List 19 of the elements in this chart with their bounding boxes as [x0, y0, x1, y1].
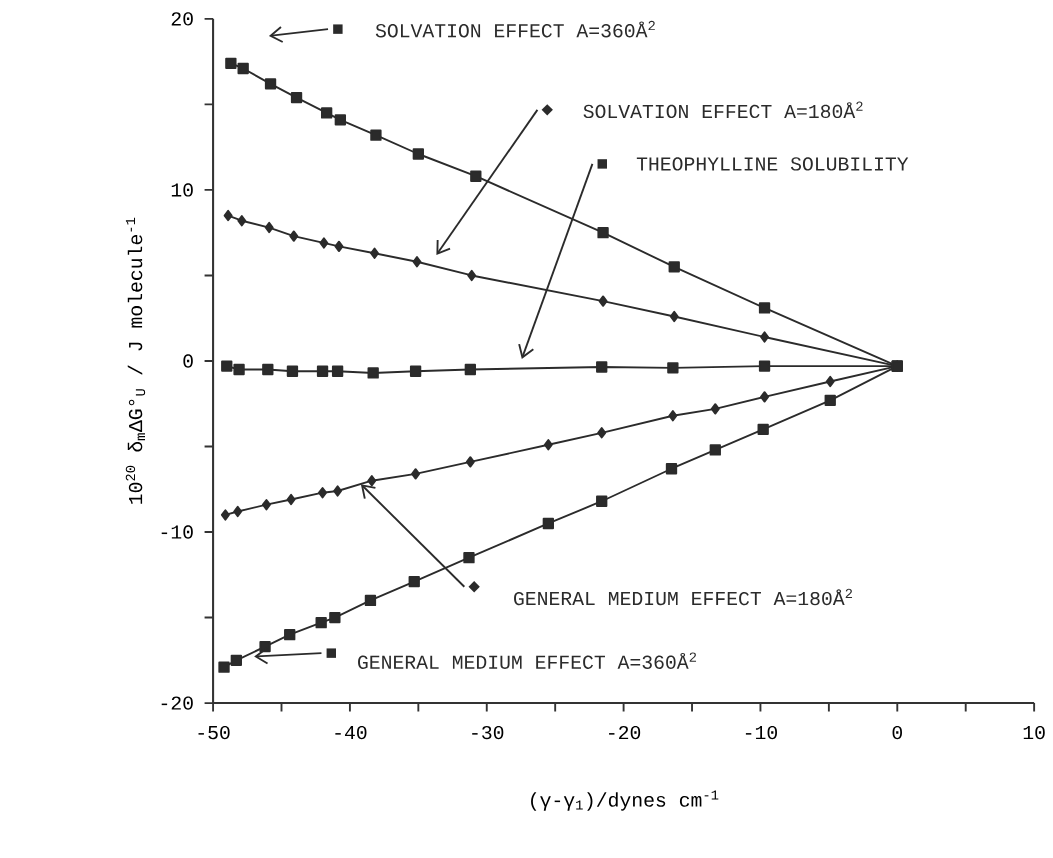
legend-label: THEOPHYLLINE SOLUBILITY	[636, 157, 909, 171]
x-tick-label: -10	[745, 725, 777, 740]
x-tick-label: 0	[892, 725, 902, 740]
y-tick-label: -10	[161, 525, 193, 539]
legend-label: SOLVATION EFFECT A=360Å$^{2}$	[375, 20, 655, 38]
x-tick-label: 10	[1023, 725, 1045, 740]
legend-label: SOLVATION EFFECT A=180Å$^{2}$	[583, 101, 863, 119]
y-tick-label: 0	[183, 354, 193, 368]
x-tick-label: -20	[609, 725, 641, 740]
y-tick-label: 20	[171, 12, 193, 26]
y-axis-title: 10$^{20}$ δ$_{m}$ΔG°$_{U}$ / J molecule$^{-1}$	[125, 217, 146, 504]
x-axis-title: (γ-γ$_{1}$)/dynes cm$^{-1}$	[531, 790, 719, 811]
x-tick-label: -40	[335, 725, 367, 740]
y-tick-label: 10	[171, 183, 193, 197]
legend-label: GENERAL MEDIUM EFFECT A=360Å$^{2}$	[358, 652, 697, 669]
x-tick-label: -30	[472, 725, 504, 740]
x-tick-label: -50	[198, 725, 230, 740]
legend-label: GENERAL MEDIUM EFFECT A=180Å$^{2}$	[514, 588, 853, 606]
y-tick-label: -20	[161, 696, 193, 710]
